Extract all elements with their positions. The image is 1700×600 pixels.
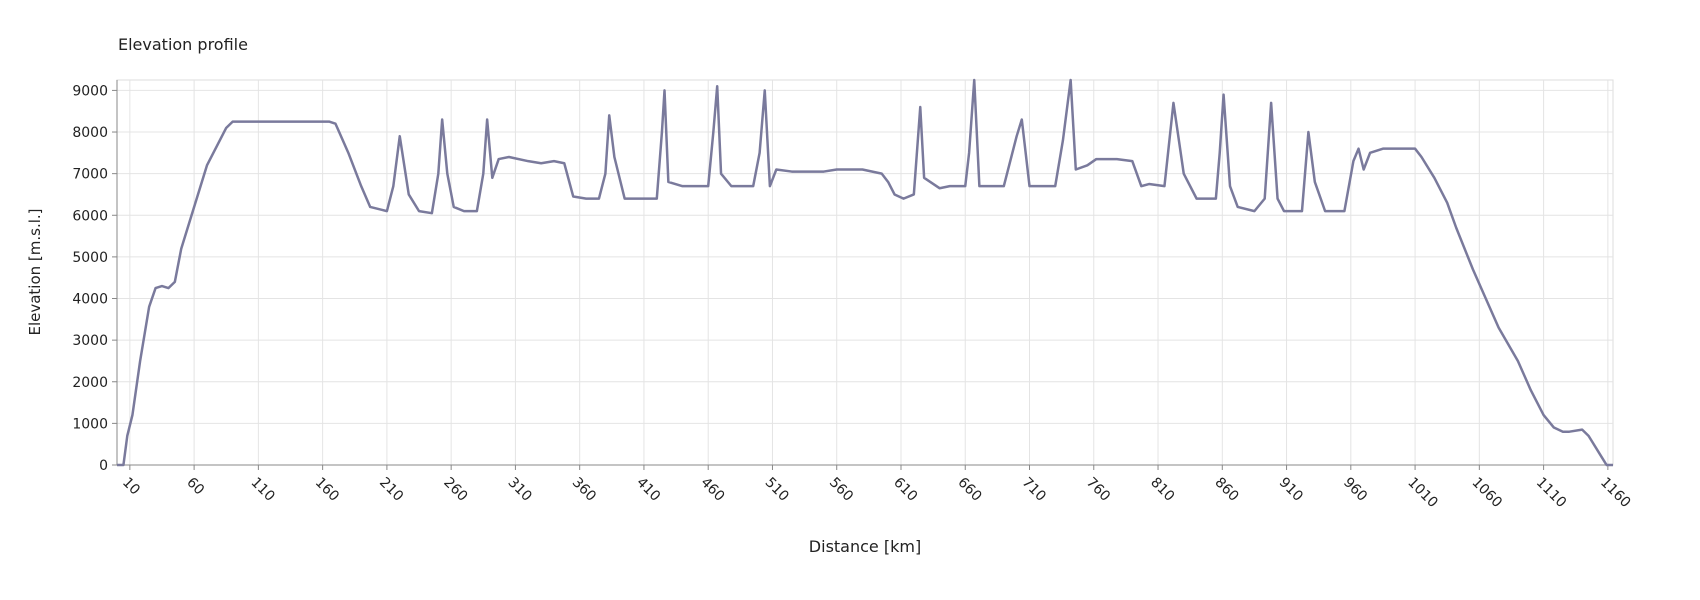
x-axis-label: Distance [km] bbox=[809, 537, 921, 556]
y-tick-label: 0 bbox=[99, 458, 108, 474]
x-tick-label: 110 bbox=[248, 475, 278, 505]
x-tick-label: 210 bbox=[376, 475, 406, 505]
x-tick-label: 10 bbox=[119, 475, 143, 499]
x-tick-label: 460 bbox=[697, 475, 727, 505]
y-tick-label: 9000 bbox=[72, 83, 108, 99]
x-tick-label: 810 bbox=[1147, 475, 1177, 505]
y-tick-label: 8000 bbox=[72, 125, 108, 141]
x-tick-label: 660 bbox=[954, 475, 984, 505]
x-tick-label: 260 bbox=[440, 475, 470, 505]
y-tick-label: 2000 bbox=[72, 375, 108, 391]
x-tick-label: 1060 bbox=[1469, 475, 1506, 512]
x-tick-label: 60 bbox=[183, 475, 207, 499]
x-tick-label: 610 bbox=[890, 475, 920, 505]
y-axis-label: Elevation [m.s.l.] bbox=[26, 208, 44, 335]
x-tick-label: 360 bbox=[569, 475, 599, 505]
x-tick-label: 760 bbox=[1083, 475, 1113, 505]
y-tick-label: 1000 bbox=[72, 416, 108, 432]
chart-title: Elevation profile bbox=[118, 35, 248, 54]
x-tick-label: 1010 bbox=[1404, 475, 1441, 512]
x-tick-label: 710 bbox=[1019, 475, 1049, 505]
plot-area bbox=[116, 79, 1614, 466]
x-tick-label: 910 bbox=[1276, 475, 1306, 505]
x-tick-label: 160 bbox=[312, 475, 342, 505]
y-tick-label: 5000 bbox=[72, 250, 108, 266]
x-tick-label: 310 bbox=[505, 475, 535, 505]
y-tick-label: 6000 bbox=[72, 208, 108, 224]
x-tick-label: 1110 bbox=[1533, 475, 1570, 512]
x-tick-label: 860 bbox=[1211, 475, 1241, 505]
x-tick-label: 410 bbox=[633, 475, 663, 505]
y-tick-label: 4000 bbox=[72, 292, 108, 308]
y-tick-label: 3000 bbox=[72, 333, 108, 349]
x-tick-label: 1160 bbox=[1597, 475, 1634, 512]
x-tick-label: 560 bbox=[826, 475, 856, 505]
elevation-line bbox=[117, 78, 1613, 467]
x-tick-label: 510 bbox=[762, 475, 792, 505]
y-tick-label: 7000 bbox=[72, 167, 108, 183]
x-tick-label: 960 bbox=[1340, 475, 1370, 505]
